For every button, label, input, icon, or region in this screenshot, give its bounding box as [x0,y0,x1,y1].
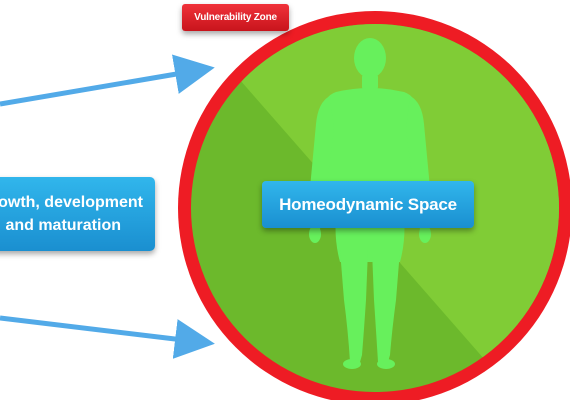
arrow-icon [0,54,215,107]
arrow-icon [0,315,215,359]
growth-label-line1: owth, development [0,194,143,211]
growth-development-label: owth, development and maturation [0,177,155,251]
vulnerability-zone-label: Vulnerability Zone [182,4,289,31]
growth-label-line2: and maturation [5,217,121,234]
homeodynamic-space-label: Homeodynamic Space [262,181,474,228]
